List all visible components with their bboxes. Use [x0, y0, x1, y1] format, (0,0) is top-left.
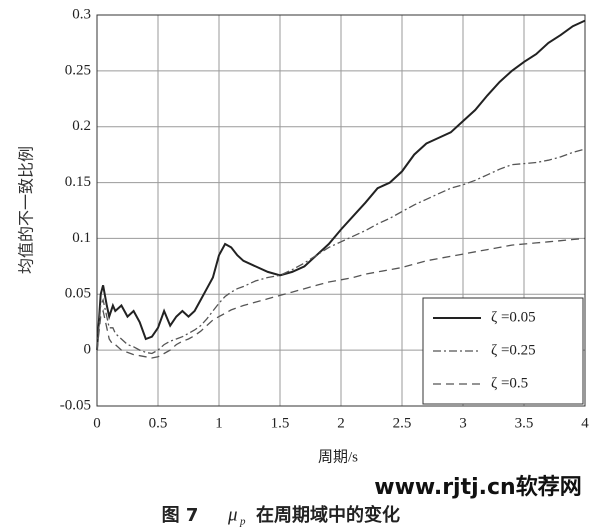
x-tick-label: 0.5 [149, 415, 168, 431]
y-tick-label: 0.3 [72, 6, 91, 22]
y-tick-label: -0.05 [60, 397, 91, 413]
watermark: www.rjtj.cn软荐网 [374, 474, 581, 500]
x-tick-label: 3.5 [515, 415, 534, 431]
y-tick-label: 0.2 [72, 118, 91, 134]
legend-label: ζ =0.05 [491, 309, 536, 325]
data-line [96, 19, 586, 351]
y-tick-label: 0.1 [72, 230, 91, 246]
y-tick-label: 0.25 [65, 62, 91, 78]
caption-symbol: μ [227, 504, 238, 525]
plot-frame [96, 14, 586, 407]
y-tick-label: 0 [84, 342, 92, 358]
legend-label: ζ =0.25 [491, 342, 536, 358]
y-tick-label: 0.15 [65, 174, 91, 190]
y-tick-label: 0.05 [65, 286, 91, 302]
x-tick-label: 2 [337, 415, 345, 431]
y-axis-label: 均值的不一致比例 [18, 146, 36, 274]
caption: 在周期域中的变化 [256, 504, 400, 526]
figure-label: 图 7 [162, 505, 199, 526]
data-line [96, 237, 586, 359]
legend-label: ζ =0.5 [491, 375, 528, 391]
x-tick-label: 2.5 [393, 415, 412, 431]
x-tick-label: 1.5 [271, 415, 290, 431]
data-line [96, 148, 586, 355]
caption-subscript: p [239, 516, 246, 528]
x-tick-label: 0 [93, 415, 101, 431]
x-tick-label: 1 [215, 415, 223, 431]
x-axis-label: 周期/s [318, 448, 358, 465]
x-tick-label: 3 [459, 415, 467, 431]
x-tick-label: 4 [581, 415, 589, 431]
